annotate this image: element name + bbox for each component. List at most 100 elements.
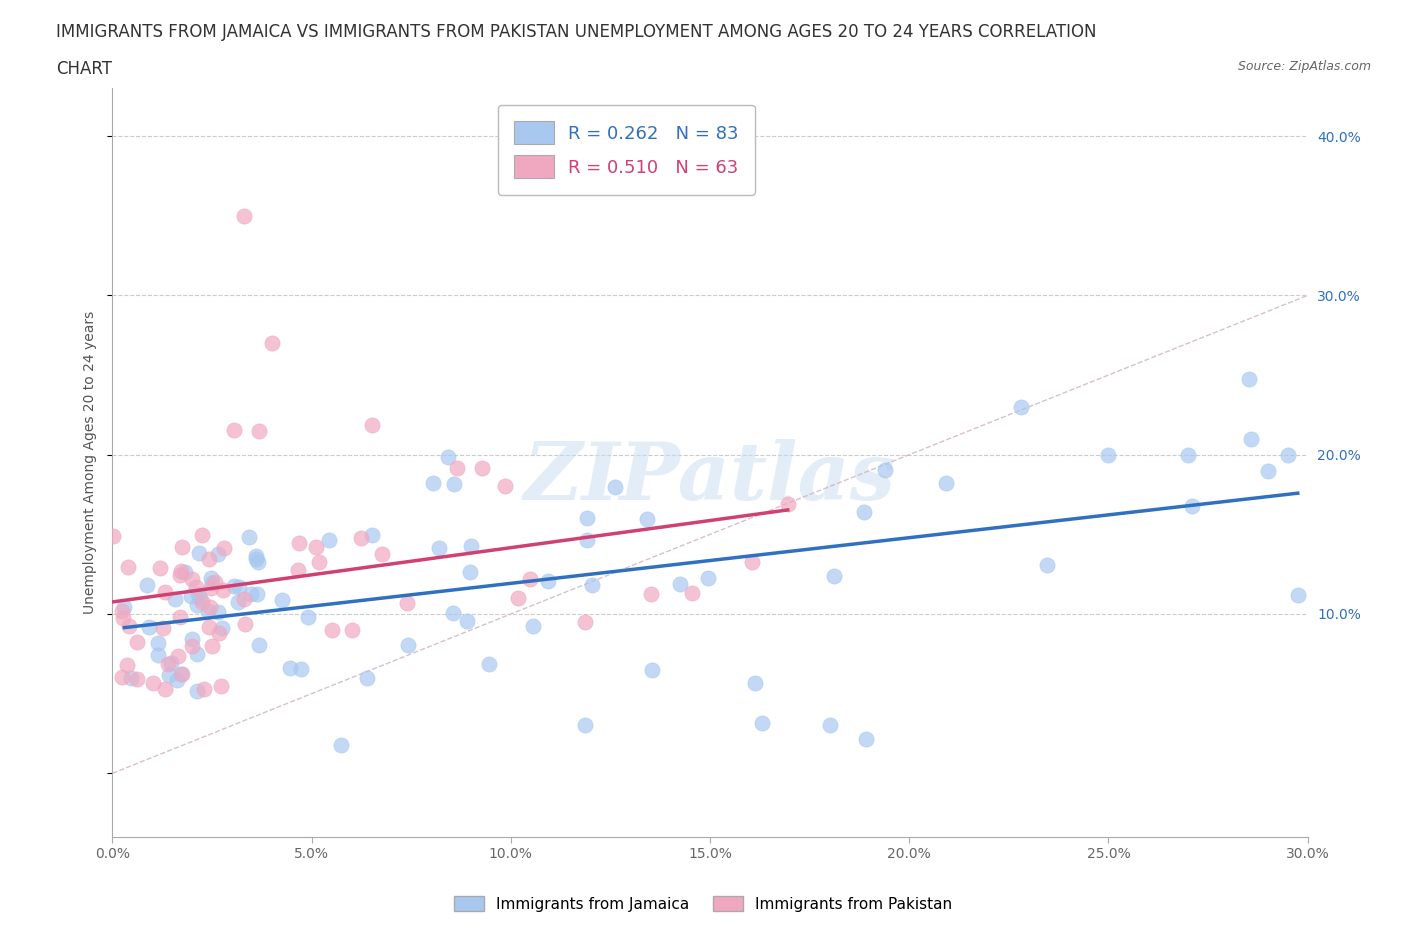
Point [153,682,176,697]
Text: ZIPatlas: ZIPatlas [524,439,896,516]
Point [238,529,260,544]
Point [776,497,799,512]
Point [446,460,468,475]
Point [103,528,125,543]
Point [260,336,283,351]
Point [233,208,256,223]
Point [228,579,250,594]
Point [458,565,481,579]
Point [226,595,249,610]
Point [287,563,309,578]
Point [519,571,541,586]
Point [581,578,603,592]
Point [160,656,183,671]
Point [422,475,444,490]
Point [640,663,662,678]
Point [1036,558,1059,573]
Point [574,718,596,733]
Point [204,575,226,590]
Point [198,551,221,566]
Point [187,545,209,560]
Point [818,718,841,733]
Point [159,668,181,683]
Point [136,578,159,592]
Point [149,561,172,576]
Point [456,614,478,629]
Point [855,731,877,746]
Point [308,555,330,570]
Point [180,589,202,604]
Point [576,511,599,525]
Point [181,638,204,653]
Point [280,661,302,676]
Point [207,604,229,619]
Point [207,626,229,641]
Point [741,555,763,570]
Point [1277,447,1299,462]
Point [371,547,394,562]
Point [1181,498,1204,513]
Point [852,504,875,519]
Point [506,591,529,605]
Point [574,615,596,630]
Point [212,582,235,597]
Point [396,638,419,653]
Point [1237,372,1260,387]
Point [117,560,139,575]
Point [427,540,450,555]
Text: CHART: CHART [56,60,112,78]
Point [246,554,269,569]
Point [522,618,544,633]
Legend: R = 0.262   N = 83, R = 0.510   N = 63: R = 0.262 N = 83, R = 0.510 N = 63 [498,105,755,194]
Point [233,592,256,607]
Point [120,671,142,685]
Point [127,671,149,686]
Point [197,604,219,618]
Point [111,611,134,626]
Point [443,605,465,620]
Point [873,463,896,478]
Point [172,667,194,682]
Point [201,638,224,653]
Point [1097,447,1119,462]
Point [1010,400,1032,415]
Point [142,675,165,690]
Point [270,592,292,607]
Point [111,604,134,618]
Point [112,599,135,614]
Point [361,418,384,432]
Point [1177,447,1199,462]
Point [246,587,269,602]
Point [321,622,343,637]
Point [152,620,174,635]
Point [1240,432,1263,446]
Point [240,587,263,602]
Point [201,576,224,591]
Point [191,527,214,542]
Point [329,737,352,752]
Point [305,539,328,554]
Point [751,716,773,731]
Point [1257,463,1279,478]
Point [180,631,202,646]
Point [181,572,204,587]
Y-axis label: Unemployment Among Ages 20 to 24 years: Unemployment Among Ages 20 to 24 years [83,311,97,615]
Text: IMMIGRANTS FROM JAMAICA VS IMMIGRANTS FROM PAKISTAN UNEMPLOYMENT AMONG AGES 20 T: IMMIGRANTS FROM JAMAICA VS IMMIGRANTS FR… [56,23,1097,41]
Point [170,667,193,682]
Point [191,595,214,610]
Point [437,449,460,464]
Point [245,552,267,567]
Point [184,579,207,594]
Point [169,567,191,582]
Point [207,547,229,562]
Point [471,460,494,475]
Point [576,533,599,548]
Point [290,662,312,677]
Point [166,673,188,688]
Point [188,591,211,605]
Text: Source: ZipAtlas.com: Source: ZipAtlas.com [1237,60,1371,73]
Point [360,528,382,543]
Point [187,586,209,601]
Point [167,648,190,663]
Point [350,530,373,545]
